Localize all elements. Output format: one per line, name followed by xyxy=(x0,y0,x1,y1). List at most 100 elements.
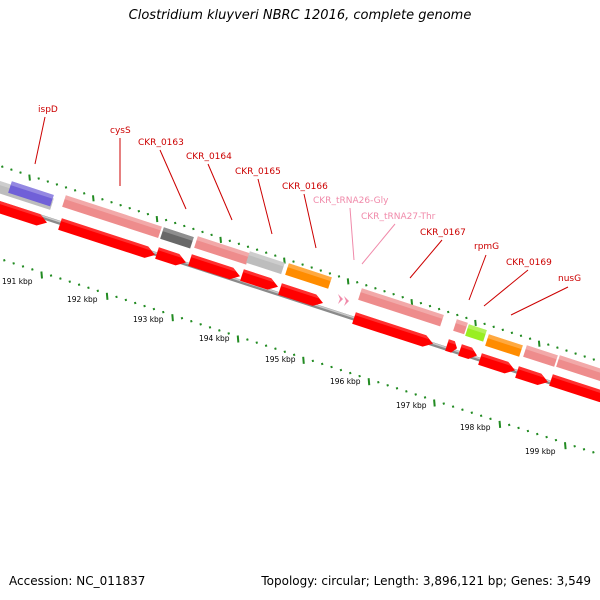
kbp-scale-label: 198 kbp xyxy=(460,423,491,432)
gene-feature xyxy=(62,195,162,239)
gene-feature xyxy=(160,227,194,249)
minor-tick xyxy=(510,331,514,335)
cds-arrow xyxy=(478,353,516,374)
leader-line xyxy=(257,178,273,235)
leader-line xyxy=(483,269,529,307)
major-tick xyxy=(302,356,305,364)
gene-feature xyxy=(523,345,558,367)
gene-label: CKR_0164 xyxy=(186,152,232,162)
minor-tick xyxy=(255,248,259,252)
gene-feature xyxy=(8,181,54,207)
minor-tick xyxy=(328,272,332,275)
minor-tick xyxy=(68,280,72,283)
gene-feature xyxy=(246,251,285,275)
minor-tick xyxy=(437,307,441,311)
minor-tick xyxy=(401,295,404,299)
minor-tick xyxy=(49,274,53,277)
upper-tick-ring xyxy=(1,165,596,361)
major-tick xyxy=(367,378,371,386)
lower-tick-ring xyxy=(3,259,595,454)
minor-tick xyxy=(301,263,304,266)
major-tick xyxy=(498,420,502,428)
gene-feature xyxy=(556,355,600,384)
leader-line xyxy=(159,149,187,210)
minor-tick xyxy=(190,319,193,323)
minor-tick xyxy=(292,353,296,357)
minor-tick xyxy=(386,383,389,387)
gene-label: CKR_0166 xyxy=(282,182,328,192)
minor-tick xyxy=(201,230,204,234)
minor-tick xyxy=(573,444,576,448)
leader-line xyxy=(349,207,355,261)
minor-tick xyxy=(310,266,313,269)
minor-tick xyxy=(470,411,474,414)
minor-tick xyxy=(479,414,483,418)
cds-arrow xyxy=(278,283,324,306)
minor-tick xyxy=(528,337,532,341)
kbp-scale-label: 195 kbp xyxy=(265,355,296,364)
cds-arrow xyxy=(155,247,186,266)
minor-tick xyxy=(246,338,249,341)
trna-marker xyxy=(338,294,343,304)
minor-tick xyxy=(1,165,4,168)
minor-tick xyxy=(73,189,77,192)
minor-tick xyxy=(547,343,550,346)
gene-label: cysS xyxy=(110,126,131,136)
minor-tick xyxy=(320,362,324,366)
minor-tick xyxy=(164,218,168,222)
major-tick xyxy=(346,278,350,285)
kbp-scale-label: 199 kbp xyxy=(525,447,556,456)
gene-feature xyxy=(285,263,332,289)
minor-tick xyxy=(77,283,81,286)
major-tick xyxy=(40,271,43,279)
genome-title: Clostridium kluyveri NBRC 12016, complet… xyxy=(128,8,472,23)
minor-tick xyxy=(146,212,150,216)
minor-tick xyxy=(152,307,156,311)
minor-tick xyxy=(19,171,22,174)
minor-tick xyxy=(461,408,464,411)
minor-tick xyxy=(383,289,386,293)
minor-tick xyxy=(183,224,186,228)
major-tick xyxy=(236,335,240,343)
minor-tick xyxy=(21,265,25,268)
minor-tick xyxy=(255,341,259,344)
minor-tick xyxy=(228,239,232,243)
kbp-scale-label: 192 kbp xyxy=(67,295,98,304)
minor-tick xyxy=(274,347,277,350)
minor-tick xyxy=(358,374,361,378)
cds-arrow xyxy=(58,218,156,258)
minor-tick xyxy=(128,206,131,210)
minor-tick xyxy=(565,349,568,352)
minor-tick xyxy=(82,192,86,195)
minor-tick xyxy=(173,221,177,225)
kbp-scale-label: 197 kbp xyxy=(396,401,427,410)
minor-tick xyxy=(55,183,59,186)
minor-tick xyxy=(483,322,486,326)
gene-label: CKR_0167 xyxy=(420,228,466,238)
gene-label: CKR_0163 xyxy=(138,138,184,148)
leader-line xyxy=(409,239,443,279)
cds-arrow xyxy=(188,254,240,280)
minor-tick xyxy=(423,396,427,399)
major-tick xyxy=(28,174,31,181)
kbp-scale-label: 196 kbp xyxy=(330,377,361,386)
minor-tick xyxy=(311,359,315,363)
kbp-scale-label: 194 kbp xyxy=(199,334,230,343)
minor-tick xyxy=(31,268,34,271)
kbp-scale-label: 193 kbp xyxy=(133,315,164,324)
gene-label: CKR_tRNA27-Thr xyxy=(361,212,436,222)
minor-tick xyxy=(161,310,165,314)
trna-marker xyxy=(344,296,349,306)
minor-tick xyxy=(210,233,213,237)
minor-tick xyxy=(137,209,141,213)
minor-tick xyxy=(64,186,68,189)
gene-label: CKR_tRNA26-Gly xyxy=(313,196,389,206)
minor-tick xyxy=(101,197,104,201)
minor-tick xyxy=(526,429,530,433)
minor-tick xyxy=(10,168,13,171)
minor-tick xyxy=(392,292,395,296)
minor-tick xyxy=(592,358,596,361)
leader-line xyxy=(207,163,233,221)
minor-tick xyxy=(46,180,50,183)
minor-tick xyxy=(330,365,333,369)
